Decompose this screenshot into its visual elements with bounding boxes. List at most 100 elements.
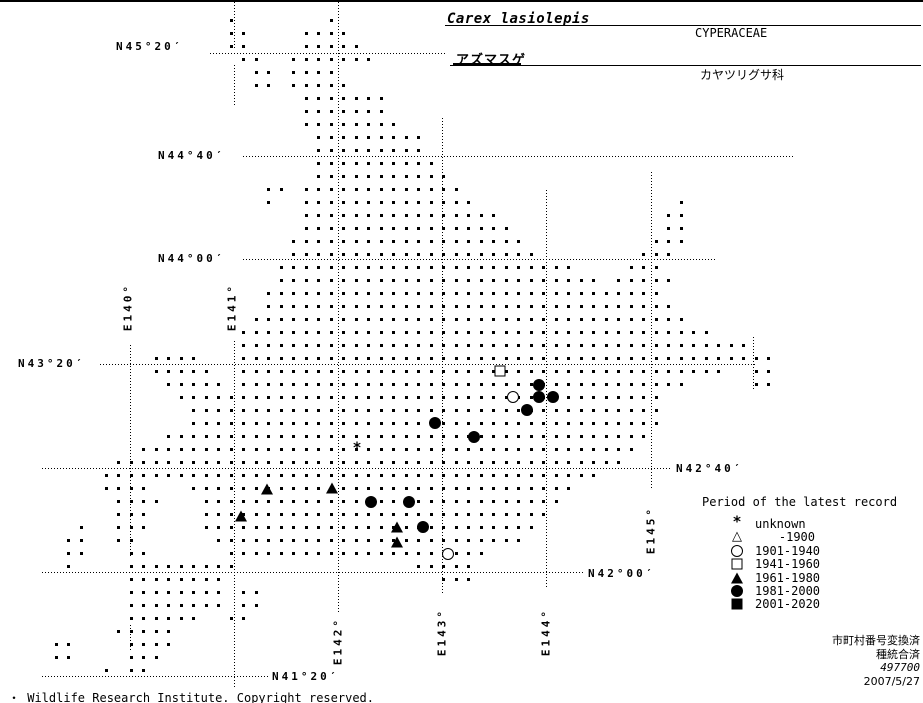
mesh-dot — [379, 174, 383, 178]
mesh-dot — [267, 460, 270, 464]
mesh-dot — [367, 161, 370, 165]
mesh-dot — [504, 239, 508, 243]
mesh-dot — [529, 447, 533, 451]
mesh-dot — [367, 447, 370, 451]
mesh-dot — [417, 187, 420, 191]
mesh-dot — [304, 31, 308, 35]
mesh-dot — [504, 447, 508, 451]
mesh-dot — [292, 252, 295, 256]
mesh-dot — [567, 382, 570, 386]
mesh-dot — [629, 265, 633, 269]
mesh-dot — [229, 18, 233, 22]
mesh-dot — [342, 278, 345, 282]
mesh-dot — [542, 499, 545, 503]
mesh-dot — [592, 473, 595, 477]
mesh-dot — [392, 551, 395, 555]
mesh-dot — [242, 369, 245, 373]
mesh-dot — [342, 148, 345, 152]
mesh-dot — [304, 525, 308, 529]
mesh-dot — [279, 291, 283, 295]
mesh-dot — [442, 434, 445, 438]
mesh-dot — [342, 395, 345, 399]
mesh-dot — [654, 369, 658, 373]
mesh-dot — [454, 239, 458, 243]
mesh-dot — [317, 122, 320, 126]
mesh-dot — [629, 278, 633, 282]
mesh-dot — [554, 304, 558, 308]
mesh-dot — [167, 616, 170, 620]
mesh-dot — [479, 317, 483, 321]
mesh-dot — [429, 291, 433, 295]
mesh-dot — [654, 239, 658, 243]
mesh-dot — [354, 213, 358, 217]
mesh-dot — [367, 213, 370, 217]
mesh-dot — [467, 356, 470, 360]
longitude-gridline — [130, 625, 131, 650]
mesh-dot — [542, 512, 545, 516]
mesh-dot — [592, 382, 595, 386]
mesh-dot — [354, 200, 358, 204]
mesh-dot — [429, 369, 433, 373]
mesh-dot — [529, 395, 533, 399]
mesh-dot — [354, 434, 358, 438]
mesh-dot — [342, 473, 345, 477]
mesh-dot — [554, 382, 558, 386]
mesh-dot — [379, 538, 383, 542]
mesh-dot — [342, 200, 345, 204]
mesh-dot — [492, 265, 495, 269]
mesh-dot — [342, 44, 345, 48]
mesh-dot — [192, 616, 195, 620]
longitude-gridline — [234, 2, 235, 50]
mesh-dot — [229, 564, 233, 568]
mesh-dot — [392, 226, 395, 230]
mesh-dot — [279, 343, 283, 347]
legend-label: 2001-2020 — [755, 597, 821, 611]
mesh-dot — [504, 473, 508, 477]
mesh-dot — [442, 356, 445, 360]
mesh-dot — [554, 265, 558, 269]
mesh-dot — [304, 200, 308, 204]
longitude-label: E144° — [539, 607, 553, 657]
legend-symbol-filled-circle — [731, 585, 743, 597]
mesh-dot — [204, 577, 208, 581]
mesh-dot — [342, 135, 345, 139]
mesh-dot — [442, 525, 445, 529]
mesh-dot — [367, 369, 370, 373]
mesh-dot — [542, 304, 545, 308]
mesh-dot — [392, 512, 395, 516]
mesh-dot — [554, 356, 558, 360]
mesh-dot — [479, 356, 483, 360]
mesh-dot — [392, 317, 395, 321]
mesh-dot — [129, 629, 133, 633]
mesh-dot — [617, 408, 620, 412]
mesh-dot — [642, 265, 645, 269]
mesh-dot — [67, 538, 70, 542]
mesh-dot — [654, 408, 658, 412]
mesh-dot — [504, 525, 508, 529]
mesh-dot — [454, 486, 458, 490]
mesh-dot — [329, 382, 333, 386]
mesh-dot — [517, 382, 520, 386]
mesh-dot — [592, 356, 595, 360]
mesh-dot — [342, 460, 345, 464]
mesh-dot — [642, 252, 645, 256]
mesh-dot — [229, 44, 233, 48]
mesh-dot — [79, 551, 83, 555]
mesh-dot — [304, 434, 308, 438]
mesh-dot — [579, 356, 583, 360]
mesh-dot — [417, 330, 420, 334]
mesh-dot — [504, 538, 508, 542]
mesh-dot — [404, 551, 408, 555]
mesh-dot — [492, 291, 495, 295]
latitude-gridline — [42, 468, 672, 470]
mesh-dot — [267, 473, 270, 477]
mesh-dot — [454, 187, 458, 191]
mesh-dot — [517, 486, 520, 490]
mesh-dot — [454, 538, 458, 542]
mesh-dot — [429, 226, 433, 230]
mesh-dot — [542, 330, 545, 334]
occurrence-filled-circle — [533, 379, 545, 391]
mesh-dot — [242, 382, 245, 386]
mesh-dot — [554, 330, 558, 334]
mesh-dot — [329, 434, 333, 438]
